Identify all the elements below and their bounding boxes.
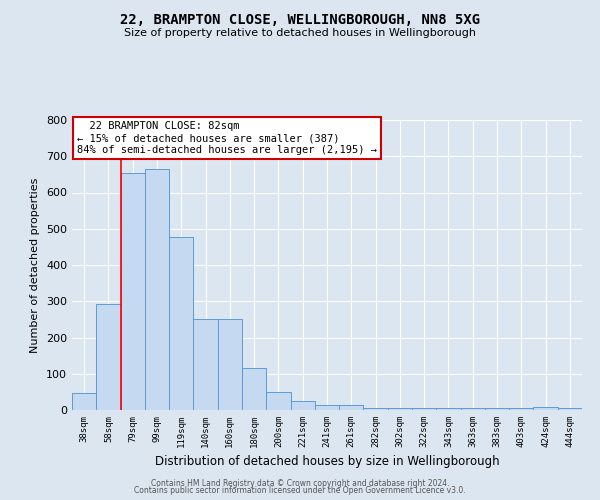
Text: Contains HM Land Registry data © Crown copyright and database right 2024.: Contains HM Land Registry data © Crown c… [151, 478, 449, 488]
Bar [315, 405, 339, 410]
Bar [96, 304, 121, 410]
Bar [121, 172, 145, 410]
Bar [461, 408, 485, 410]
Bar [533, 407, 558, 410]
Bar [388, 408, 412, 410]
Bar [412, 408, 436, 410]
Bar [218, 320, 242, 410]
Bar [364, 408, 388, 410]
Bar [509, 408, 533, 410]
Text: 22 BRAMPTON CLOSE: 82sqm
← 15% of detached houses are smaller (387)
84% of semi-: 22 BRAMPTON CLOSE: 82sqm ← 15% of detach… [77, 122, 377, 154]
Bar [290, 401, 315, 410]
Bar [436, 408, 461, 410]
Bar [242, 368, 266, 410]
X-axis label: Distribution of detached houses by size in Wellingborough: Distribution of detached houses by size … [155, 456, 499, 468]
Text: Size of property relative to detached houses in Wellingborough: Size of property relative to detached ho… [124, 28, 476, 38]
Bar [485, 408, 509, 410]
Text: Contains public sector information licensed under the Open Government Licence v3: Contains public sector information licen… [134, 486, 466, 495]
Bar [193, 320, 218, 410]
Y-axis label: Number of detached properties: Number of detached properties [31, 178, 40, 352]
Bar [558, 408, 582, 410]
Bar [145, 169, 169, 410]
Bar [72, 392, 96, 410]
Bar [339, 405, 364, 410]
Text: 22, BRAMPTON CLOSE, WELLINGBOROUGH, NN8 5XG: 22, BRAMPTON CLOSE, WELLINGBOROUGH, NN8 … [120, 12, 480, 26]
Bar [169, 237, 193, 410]
Bar [266, 392, 290, 410]
